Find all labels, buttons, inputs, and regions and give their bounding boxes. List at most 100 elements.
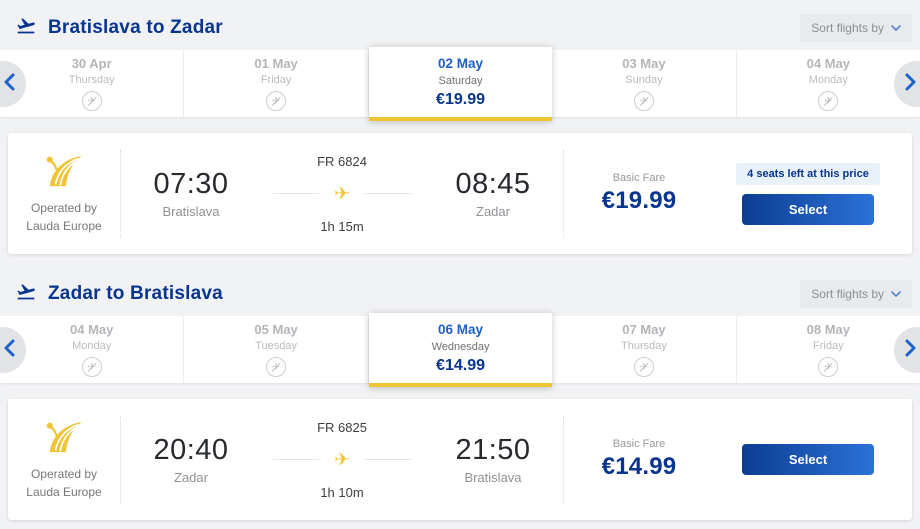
divider: [563, 415, 564, 504]
outbound-header: Bratislava to Zadar Sort flights by: [0, 0, 920, 50]
date-label: 05 May: [254, 322, 298, 337]
flight-duration: 1h 15m: [320, 218, 364, 234]
date-price: €14.99: [436, 356, 485, 374]
sort-label: Sort flights by: [811, 21, 884, 35]
date-cell-02-may-selected[interactable]: 02 May Saturday €19.99: [368, 47, 553, 121]
date-cell-01-may[interactable]: 01 May Friday ✈: [184, 50, 369, 117]
no-flights-icon: ✈: [81, 91, 102, 111]
day-label: Tuesday: [255, 340, 297, 352]
date-label: 02 May: [438, 55, 484, 71]
fare-type-label: Basic Fare: [612, 172, 666, 184]
arrival-time: 08:45: [455, 168, 531, 200]
date-label: 01 May: [254, 56, 298, 71]
route-line: ✈: [273, 184, 411, 204]
chevron-right-icon: [905, 73, 917, 94]
no-flights-icon: ✈: [266, 91, 287, 111]
chevron-down-icon: [891, 287, 901, 301]
arrival-time: 21:50: [455, 434, 531, 466]
seats-left-badge: 4 seats left at this price: [736, 162, 880, 185]
chevron-down-icon: [891, 21, 901, 35]
date-label: 08 May: [806, 322, 851, 337]
date-cell-30-apr[interactable]: 30 Apr Thursday ✈: [0, 50, 185, 117]
date-cell-05-may[interactable]: 05 May Tuesday ✈: [184, 316, 369, 383]
route-block: FR 6825 ✈ 1h 10m: [261, 420, 423, 500]
outbound-section: Bratislava to Zadar Sort flights by 30 A…: [0, 0, 920, 254]
outbound-select-button[interactable]: Select: [742, 193, 874, 225]
chevron-right-icon: [905, 339, 917, 360]
date-cell-04-may[interactable]: 04 May Monday ✈: [736, 50, 920, 117]
departure-time: 07:30: [153, 168, 229, 200]
sort-label: Sort flights by: [811, 287, 884, 301]
route-block: FR 6824 ✈ 1h 15m: [261, 154, 423, 234]
return-next-dates-button[interactable]: [894, 326, 920, 373]
return-sort-button[interactable]: Sort flights by: [800, 280, 912, 308]
date-label: 04 May: [806, 56, 851, 71]
operated-by-label: Operated by Lauda Europe: [26, 466, 102, 499]
chevron-left-icon: [3, 339, 15, 360]
date-cell-08-may[interactable]: 08 May Friday ✈: [736, 316, 920, 383]
no-flights-icon: ✈: [266, 357, 287, 377]
operated-by-label: Operated by Lauda Europe: [26, 200, 102, 233]
day-label: Friday: [260, 74, 292, 86]
divider: [563, 149, 564, 238]
day-label: Wednesday: [431, 340, 490, 353]
no-flights-icon: ✈: [633, 91, 654, 111]
outbound-sort-button[interactable]: Sort flights by: [800, 14, 912, 42]
no-flights-icon: ✈: [81, 357, 102, 377]
day-label: Monday: [808, 74, 848, 86]
arrival-block: 08:45 Zadar: [423, 168, 563, 219]
outbound-header-left: Bratislava to Zadar: [14, 15, 223, 41]
no-flights-icon: ✈: [818, 91, 839, 111]
departure-time: 20:40: [153, 434, 229, 466]
outbound-title: Bratislava to Zadar: [48, 17, 223, 38]
flight-takeoff-icon: [14, 15, 38, 41]
action-block: Select: [714, 444, 912, 475]
departure-city: Bratislava: [162, 204, 220, 219]
day-label: Sunday: [625, 74, 663, 86]
date-label: 04 May: [70, 322, 114, 337]
flight-duration: 1h 10m: [320, 484, 364, 500]
day-label: Saturday: [438, 74, 483, 87]
action-block: 4 seats left at this price Select: [714, 162, 912, 225]
lauda-harp-logo: [42, 419, 86, 460]
date-price: €19.99: [436, 90, 485, 108]
lauda-harp-logo: [42, 153, 86, 194]
divider: [120, 415, 121, 504]
return-flight-card: Operated by Lauda Europe 20:40 Zadar FR …: [8, 399, 912, 520]
date-cell-03-may[interactable]: 03 May Sunday ✈: [552, 50, 737, 117]
date-cell-06-may-selected[interactable]: 06 May Wednesday €14.99: [368, 313, 553, 387]
date-label: 07 May: [622, 322, 666, 337]
day-label: Thursday: [68, 74, 115, 86]
arrival-block: 21:50 Bratislava: [423, 434, 563, 485]
date-label: 03 May: [622, 56, 666, 71]
day-label: Thursday: [620, 340, 667, 352]
route-line: ✈: [273, 450, 411, 470]
fare-price: €14.99: [601, 453, 677, 480]
day-label: Friday: [813, 340, 844, 352]
chevron-left-icon: [3, 73, 15, 94]
plane-icon: ✈: [333, 183, 351, 204]
date-cell-04-may[interactable]: 04 May Monday ✈: [0, 316, 185, 383]
fare-block: Basic Fare €14.99: [564, 438, 714, 481]
return-section: Zadar to Bratislava Sort flights by 04 M…: [0, 254, 920, 520]
arrival-city: Bratislava: [464, 470, 522, 485]
arrival-city: Zadar: [476, 204, 510, 219]
operator-block: Operated by Lauda Europe: [8, 419, 120, 501]
divider: [120, 149, 121, 238]
outbound-flight-card: Operated by Lauda Europe 07:30 Bratislav…: [8, 133, 912, 254]
outbound-date-carousel: 30 Apr Thursday ✈ 01 May Friday ✈ 02 May…: [0, 47, 920, 121]
return-title: Zadar to Bratislava: [48, 283, 223, 304]
plane-icon: ✈: [333, 449, 351, 470]
fare-type-label: Basic Fare: [612, 438, 666, 450]
departure-block: 20:40 Zadar: [121, 434, 261, 485]
return-date-carousel: 04 May Monday ✈ 05 May Tuesday ✈ 06 May …: [0, 313, 920, 387]
day-label: Monday: [72, 340, 112, 352]
return-header: Zadar to Bratislava Sort flights by: [0, 254, 920, 316]
flight-number: FR 6824: [317, 153, 367, 169]
date-label: 30 Apr: [71, 56, 112, 71]
departure-block: 07:30 Bratislava: [121, 168, 261, 219]
return-select-button[interactable]: Select: [742, 444, 874, 475]
date-label: 06 May: [438, 321, 484, 337]
flight-takeoff-icon: [14, 281, 38, 307]
date-cell-07-may[interactable]: 07 May Thursday ✈: [552, 316, 737, 383]
